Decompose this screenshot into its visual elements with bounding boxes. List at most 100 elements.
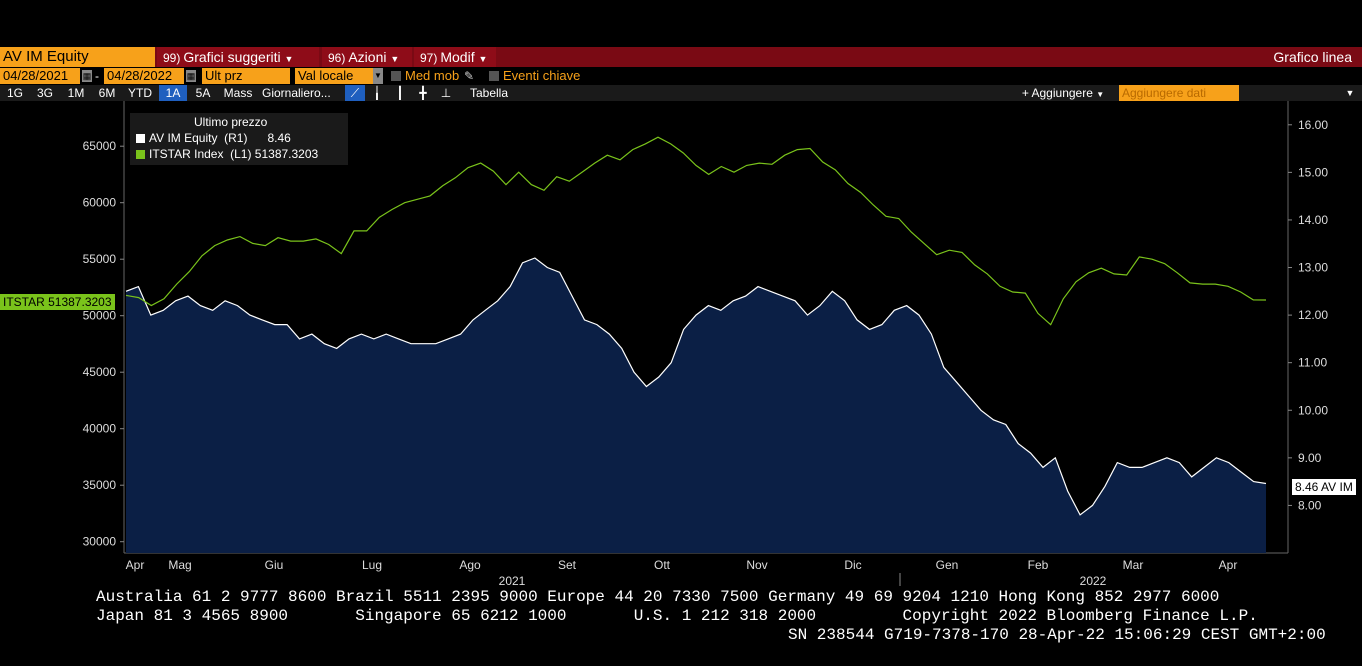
key-events-checkbox[interactable] [489, 71, 499, 81]
x-tick-label: Dic [844, 558, 861, 572]
menu-label: Azioni [348, 49, 387, 65]
x-tick-label: Feb [1028, 558, 1049, 572]
x-tick-label: Ago [459, 558, 481, 572]
actions-menu[interactable]: 96) Azioni ▼ [322, 47, 412, 67]
period-6M[interactable]: 6M [98, 86, 116, 100]
av-area [126, 258, 1266, 553]
footer-contacts-1: Australia 61 2 9777 8600 Brazil 5511 239… [96, 588, 1220, 606]
dropdown-arrow-icon: ▼ [478, 54, 488, 64]
candlestick-icon[interactable]: ┃ [396, 86, 404, 100]
period-YTD[interactable]: YTD [128, 86, 152, 100]
right-tick-label: 12.00 [1298, 308, 1328, 322]
period-max[interactable]: Mass [223, 86, 253, 100]
left-tick-label: 55000 [83, 252, 117, 266]
chart-legend: Ultimo prezzo AV IM Equity (R1) 8.46 ITS… [130, 113, 348, 165]
add-button[interactable]: + Aggiungere ▼ [1015, 85, 1111, 101]
table-button[interactable]: Tabella [469, 86, 509, 100]
moving-average-label: Med mob [405, 68, 460, 83]
itstar-last-tag: ITSTAR 51387.3203 [0, 294, 115, 310]
legend-swatch [136, 134, 145, 143]
period-1M[interactable]: 1M [67, 86, 85, 100]
av-last-tag: 8.46 AV IM [1292, 479, 1356, 495]
footer-serial: SN 238544 G719-7378-170 28-Apr-22 15:06:… [788, 626, 1326, 644]
left-tick-label: 50000 [83, 309, 117, 323]
period-5A[interactable]: 5A [195, 86, 211, 100]
x-tick-label: Gen [936, 558, 959, 572]
price-field-select[interactable]: Ult prz [202, 68, 290, 84]
x-tick-label: Lug [362, 558, 382, 572]
right-tick-label: 13.00 [1298, 261, 1328, 275]
start-date-input[interactable]: 04/28/2021 [0, 68, 80, 84]
right-tick-label: 10.00 [1298, 403, 1328, 417]
menu-label: Grafici suggeriti [183, 49, 281, 65]
itstar-line [125, 136, 1267, 326]
menu-label: Modif [440, 49, 475, 65]
x-tick-label: Set [558, 558, 577, 572]
x-tick-label: Ott [654, 558, 671, 572]
right-tick-label: 15.00 [1298, 165, 1328, 179]
left-tick-label: 60000 [83, 196, 117, 210]
period-bar: 1G 3G 1M 6M YTD 1A 5A Mass Giornaliero..… [0, 85, 1362, 101]
suggested-charts-menu[interactable]: 99) Grafici suggeriti ▼ [157, 47, 319, 67]
x-tick-label: Apr [1219, 558, 1238, 572]
legend-title: Ultimo prezzo [194, 115, 268, 129]
line-chart-icon[interactable]: ⟋ [345, 85, 365, 101]
right-tick-label: 11.00 [1298, 356, 1327, 370]
dropdown-arrow-icon: ▼ [1096, 90, 1105, 99]
end-date-input[interactable]: 04/28/2022 [104, 68, 184, 84]
period-3G[interactable]: 3G [36, 86, 53, 100]
date-separator: - [95, 69, 99, 83]
price-chart: 30000 35000 40000 45000 50000 55000 60000 65000… [83, 101, 1328, 586]
right-tick-label: 16.00 [1298, 118, 1328, 132]
right-tick-label: 14.00 [1298, 213, 1328, 227]
left-tick-label: 45000 [83, 365, 117, 379]
year-label: 2022 [1080, 574, 1107, 586]
left-tick-label: 35000 [83, 478, 117, 492]
x-tick-label: Mag [168, 558, 191, 572]
right-tick-label: 9.00 [1298, 451, 1322, 465]
x-tick-label: Giu [265, 558, 284, 572]
currency-select[interactable]: Val locale [295, 68, 373, 84]
av-line [125, 257, 1267, 516]
frequency-label: Giornaliero [262, 86, 321, 100]
legend-item-av: AV IM Equity (R1) 8.46 [136, 131, 291, 145]
period-1G[interactable]: 1G [6, 86, 23, 100]
left-tick-label: 30000 [83, 535, 117, 549]
add-label: + Aggiungere [1021, 86, 1093, 100]
frequency-select[interactable]: Giornaliero... [262, 85, 340, 101]
chart-type-label[interactable]: Grafico linea [1273, 49, 1352, 65]
period-1A[interactable]: 1A [159, 85, 187, 101]
dropdown-arrow-icon[interactable]: ▼ [1345, 88, 1355, 98]
x-tick-label: Mar [1123, 558, 1144, 572]
legend-text: ITSTAR Index (L1) 51387.3203 [149, 147, 319, 161]
calendar-icon[interactable]: ▦ [186, 70, 196, 82]
bar-chart-icon[interactable]: ╽ [373, 86, 381, 100]
key-events-label: Eventi chiave [503, 68, 581, 83]
right-tick-label: 8.00 [1298, 498, 1322, 512]
x-tick-label: Apr [126, 558, 145, 572]
left-tick-label: 40000 [83, 422, 117, 436]
hilo-icon[interactable]: ⊥ [440, 86, 452, 100]
legend-item-itstar: ITSTAR Index (L1) 51387.3203 [136, 147, 318, 161]
dropdown-arrow-icon: ▼ [284, 54, 294, 64]
pencil-icon[interactable]: ✎ [464, 69, 475, 83]
legend-swatch [136, 150, 145, 159]
dropdown-arrow-icon: ▼ [390, 54, 400, 64]
edit-menu[interactable]: 97) Modif ▼ [414, 47, 496, 67]
menu-number: 96) [328, 51, 346, 65]
moving-average-checkbox[interactable] [391, 71, 401, 81]
ellipsis-text: ... [320, 86, 331, 100]
year-label: 2021 [499, 574, 526, 586]
controls-bar: 04/28/2021 ▦ - 04/28/2022 ▦ Ult prz Val … [0, 68, 1362, 85]
ohlc-icon[interactable]: ╋ [419, 86, 427, 100]
legend-text: AV IM Equity (R1) 8.46 [149, 131, 291, 145]
menu-number: 99) [163, 51, 181, 65]
left-tick-label: 65000 [83, 139, 117, 153]
ticker-input[interactable]: AV IM Equity [0, 47, 155, 67]
footer-contacts-2: Japan 81 3 4565 8900 Singapore 65 6212 1… [96, 607, 1258, 625]
dropdown-arrow-icon[interactable]: ▼ [373, 68, 383, 84]
add-data-input[interactable]: Aggiungere dati [1119, 85, 1239, 101]
main-toolbar: AV IM Equity 99) Grafici suggeriti ▼ 96) A… [0, 47, 1362, 67]
calendar-icon[interactable]: ▦ [82, 70, 92, 82]
menu-number: 97) [420, 51, 438, 65]
